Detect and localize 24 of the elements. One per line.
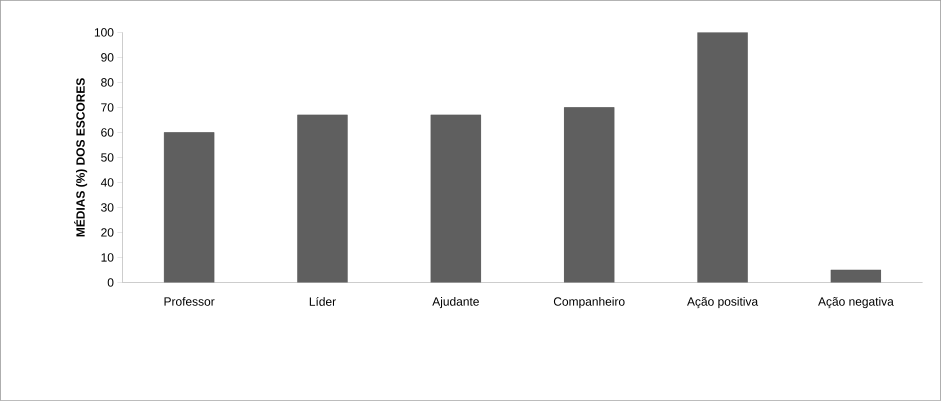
y-tick-label: 80 xyxy=(101,78,114,87)
x-tick-label: Líder xyxy=(310,297,336,306)
y-tick-label: 70 xyxy=(101,103,114,112)
bar xyxy=(830,270,882,283)
bar xyxy=(164,132,214,283)
y-tick-label: 0 xyxy=(108,278,114,287)
y-tick-label: 10 xyxy=(102,253,114,262)
y-tick-label: 100 xyxy=(94,28,114,37)
bar xyxy=(697,32,748,283)
y-tick-label: 60 xyxy=(101,128,114,137)
y-axis-title: MÉDIAS (%) DOS ESCORES xyxy=(74,78,88,236)
bar xyxy=(297,114,348,283)
y-tick-label: 90 xyxy=(101,53,114,62)
x-tick-label: Ajudante xyxy=(432,297,479,308)
y-tick-label: 50 xyxy=(101,153,114,162)
y-tick-label: 20 xyxy=(101,228,114,237)
x-tick-label: Ação positiva xyxy=(687,297,758,308)
bar xyxy=(430,114,482,283)
x-tick-label: Professor xyxy=(164,297,214,306)
bar xyxy=(564,107,614,283)
x-tick-label: Companheiro xyxy=(554,297,625,308)
y-tick-label: 40 xyxy=(100,178,114,187)
y-tick-label: 30 xyxy=(101,203,114,212)
x-tick-label: Ação negativa xyxy=(818,297,894,308)
